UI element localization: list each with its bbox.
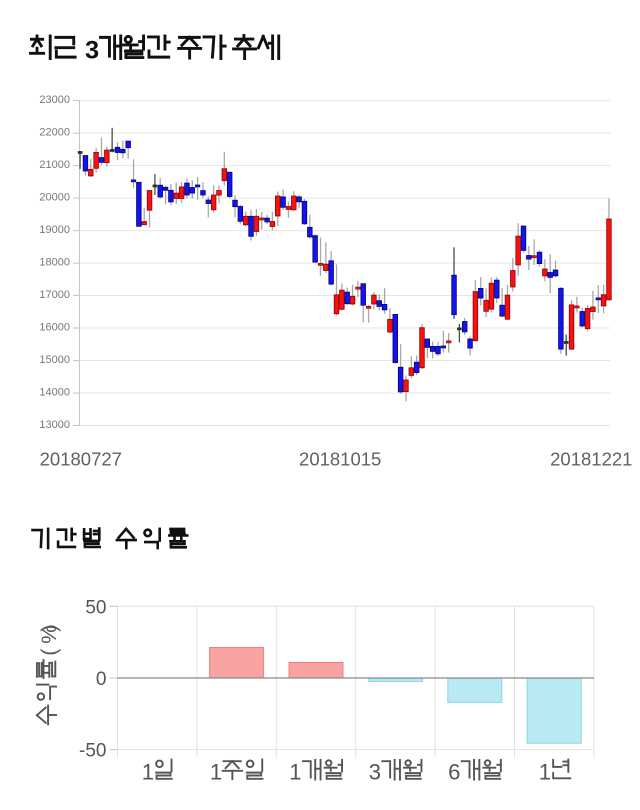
svg-text:0: 0 [96, 669, 107, 690]
svg-text:13000: 13000 [39, 419, 70, 431]
svg-text:1: 1 [210, 759, 222, 784]
svg-text:20181221: 20181221 [550, 449, 632, 470]
svg-text:20000: 20000 [39, 192, 70, 204]
svg-text:1: 1 [142, 759, 154, 784]
svg-text:16000: 16000 [39, 322, 70, 334]
svg-text:19000: 19000 [39, 224, 70, 236]
svg-text:1: 1 [289, 759, 301, 784]
svg-text:%: % [36, 625, 61, 644]
svg-text:6: 6 [448, 759, 460, 784]
svg-text:18000: 18000 [39, 257, 70, 269]
svg-text:20181015: 20181015 [299, 449, 381, 470]
svg-text:23000: 23000 [39, 94, 70, 106]
svg-text:50: 50 [85, 597, 106, 618]
svg-text:3: 3 [369, 759, 381, 784]
svg-text:22000: 22000 [39, 127, 70, 139]
svg-text:17000: 17000 [39, 289, 70, 301]
svg-text:1: 1 [539, 759, 551, 784]
svg-text:20180727: 20180727 [40, 449, 122, 470]
svg-text:): ) [36, 625, 61, 632]
svg-text:-50: -50 [79, 741, 106, 762]
svg-text:15000: 15000 [39, 354, 70, 366]
svg-text:14000: 14000 [39, 387, 70, 399]
svg-text:3: 3 [85, 36, 99, 64]
svg-text:21000: 21000 [39, 159, 70, 171]
svg-text:(: ( [36, 648, 61, 656]
